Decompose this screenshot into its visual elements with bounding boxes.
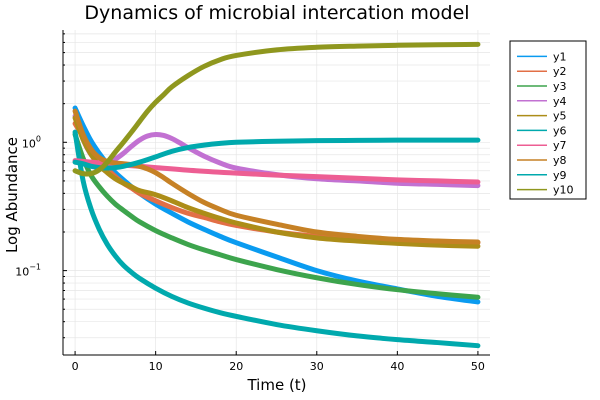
y-axis-label: Log Abundance — [3, 137, 21, 253]
legend-label-y6: y6 — [553, 124, 567, 137]
x-tick-label: 20 — [229, 360, 243, 373]
legend-label-y8: y8 — [553, 154, 567, 167]
series-line-y8 — [72, 108, 481, 245]
series-line-y10 — [72, 41, 481, 177]
series-layer — [72, 41, 481, 349]
series-line-y3 — [72, 132, 481, 300]
legend-box — [509, 40, 587, 200]
legend-label-y2: y2 — [553, 65, 567, 78]
series-line-y6 — [72, 129, 481, 349]
y-tick-label: 10−1 — [15, 263, 41, 279]
legend-label-y9: y9 — [553, 169, 567, 182]
legend-label-y10: y10 — [553, 184, 574, 197]
x-tick-label: 50 — [471, 360, 485, 373]
x-tick-label: 40 — [390, 360, 404, 373]
chart-title: Dynamics of microbial intercation model — [84, 2, 469, 24]
legend-label-y5: y5 — [553, 110, 567, 123]
legend-label-y7: y7 — [553, 139, 567, 152]
x-axis-label: Time (t) — [246, 376, 306, 394]
axes — [62, 30, 490, 356]
x-tick-label: 30 — [310, 360, 324, 373]
y-tick-label: 100 — [22, 134, 41, 150]
legend-label-y3: y3 — [553, 80, 567, 93]
x-tick-label: 0 — [72, 360, 79, 373]
legend-label-y1: y1 — [553, 50, 567, 63]
tick-labels: 0 10 20 30 40 50 100 10−1 — [15, 134, 485, 373]
x-tick-label: 10 — [149, 360, 163, 373]
legend-label-y4: y4 — [553, 95, 567, 108]
